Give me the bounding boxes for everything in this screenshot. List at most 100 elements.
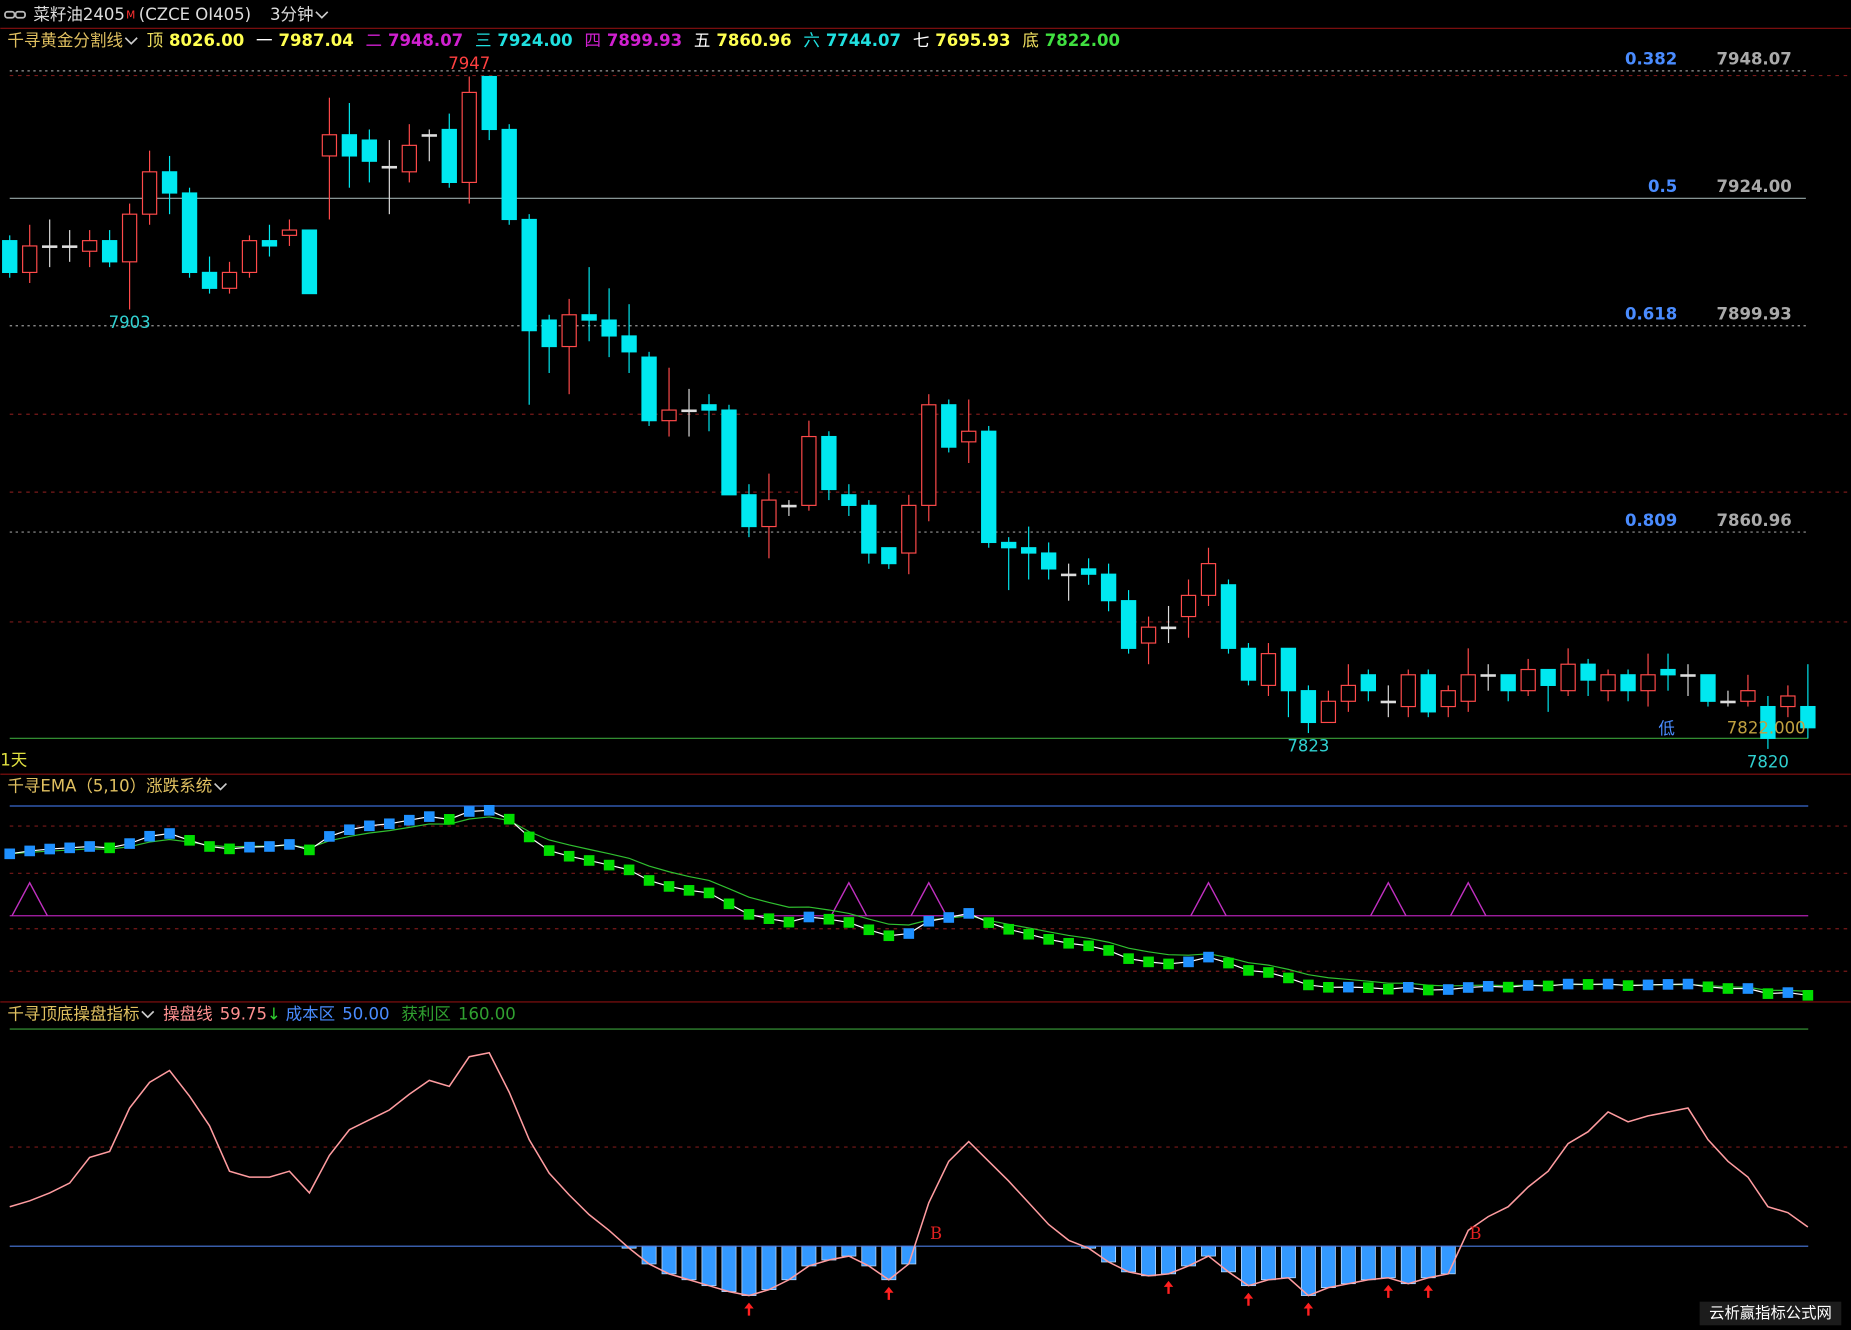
ema-square	[823, 913, 835, 925]
ema-square	[224, 843, 235, 855]
ema-square	[144, 830, 155, 842]
link-icon-part	[14, 10, 26, 19]
ema-square	[1402, 981, 1414, 993]
ema-square	[703, 887, 715, 899]
dropdown-chevron[interactable]	[315, 11, 329, 19]
fib-value: 7948.07	[1716, 50, 1791, 69]
ema-square	[1343, 981, 1354, 993]
indicator-bar	[1400, 1245, 1416, 1285]
bottom-arrow	[884, 1286, 894, 1300]
ema-square	[1303, 979, 1314, 991]
candle-body	[441, 128, 457, 184]
candle-body	[761, 499, 777, 528]
level-value: 8026.00	[169, 31, 244, 50]
ema-square	[783, 916, 795, 928]
ema-square	[1243, 965, 1254, 976]
candle-body	[261, 240, 278, 247]
candle-body	[981, 430, 997, 544]
ema-square	[404, 814, 415, 826]
indicator-bar	[801, 1245, 817, 1267]
level-name: 一	[256, 31, 273, 50]
candle-body	[701, 404, 717, 411]
candle-body	[921, 404, 937, 506]
bottom-arrow	[1163, 1280, 1174, 1294]
extreme-label: 7820	[1747, 753, 1789, 772]
indicator-bar	[701, 1245, 717, 1287]
profit-name: 获利区	[401, 1004, 451, 1023]
ema-square	[1722, 983, 1734, 994]
ema-square	[743, 909, 755, 920]
dropdown-chevron[interactable]	[124, 37, 138, 45]
indicator-bar	[1141, 1245, 1156, 1277]
ema-square	[1682, 978, 1694, 990]
candle-body	[881, 547, 897, 565]
ema-square	[284, 839, 295, 850]
candle-body	[1300, 690, 1317, 724]
period-label: 1天	[0, 751, 27, 770]
ema-square	[883, 930, 895, 942]
extreme-label: 7947	[448, 54, 490, 73]
fib-ratio: 0.382	[1625, 50, 1677, 69]
ema-square	[1422, 984, 1434, 996]
candle-body	[301, 229, 318, 295]
dropdown-chevron[interactable]	[214, 783, 227, 791]
candle-body	[1740, 690, 1756, 702]
ema-square	[483, 804, 495, 816]
candle-body	[2, 240, 18, 274]
panel-title: 千寻顶底操盘指标	[7, 1004, 139, 1023]
candle-body	[1120, 600, 1137, 649]
ema-square	[663, 881, 675, 892]
ema-square	[344, 824, 355, 836]
candle-body	[1140, 626, 1157, 644]
candle-body	[1540, 668, 1556, 686]
candle-body	[1520, 668, 1536, 692]
level-value: 7899.93	[607, 31, 682, 50]
candle-body	[601, 319, 617, 337]
candle-body	[541, 319, 557, 348]
candle-body	[1260, 653, 1277, 686]
ema-square	[503, 813, 515, 825]
ema-square	[1622, 980, 1634, 991]
candle-body	[121, 213, 138, 263]
level-value: 7987.04	[278, 31, 353, 50]
link-icon-part	[4, 10, 16, 19]
level-name: 四	[584, 31, 601, 50]
candle-body	[721, 409, 737, 496]
candle-body	[1620, 674, 1636, 692]
extreme-label: 7823	[1287, 737, 1329, 756]
candle-body	[1200, 563, 1217, 596]
ema-square	[364, 820, 375, 832]
ema-square	[44, 843, 55, 855]
ema-square	[1502, 981, 1514, 993]
ema-square	[443, 814, 455, 825]
candle-body	[661, 409, 677, 422]
extreme-label: 7903	[109, 313, 151, 332]
candle-body	[1700, 674, 1716, 702]
fib-value: 7924.00	[1716, 177, 1791, 196]
candle-body	[1160, 626, 1177, 630]
ema-square	[643, 875, 655, 886]
buy-point: B	[1469, 1224, 1481, 1243]
dropdown-chevron[interactable]	[141, 1010, 155, 1019]
candle-body	[1001, 541, 1017, 549]
candle-body	[1780, 695, 1796, 708]
low-marker: 低	[1658, 719, 1675, 738]
ema-square	[543, 845, 555, 856]
ema-square	[1522, 980, 1534, 991]
indicator-bar	[1201, 1245, 1216, 1257]
ema-square	[1043, 934, 1054, 945]
candle-body	[1080, 568, 1097, 575]
candle-body	[241, 240, 258, 274]
ema-square	[923, 915, 935, 927]
ema-square	[1442, 984, 1454, 995]
candle-body	[561, 314, 577, 348]
candle-body	[1320, 700, 1337, 724]
candle-body	[621, 335, 637, 353]
candle-body	[1400, 674, 1416, 708]
candle-body	[1680, 674, 1696, 677]
ema-square	[623, 864, 635, 876]
watermark: 云析赢指标公式网	[1709, 1304, 1832, 1322]
indicator-bar	[1280, 1245, 1296, 1279]
indicator-bar	[881, 1245, 897, 1281]
candle-body	[681, 409, 697, 413]
